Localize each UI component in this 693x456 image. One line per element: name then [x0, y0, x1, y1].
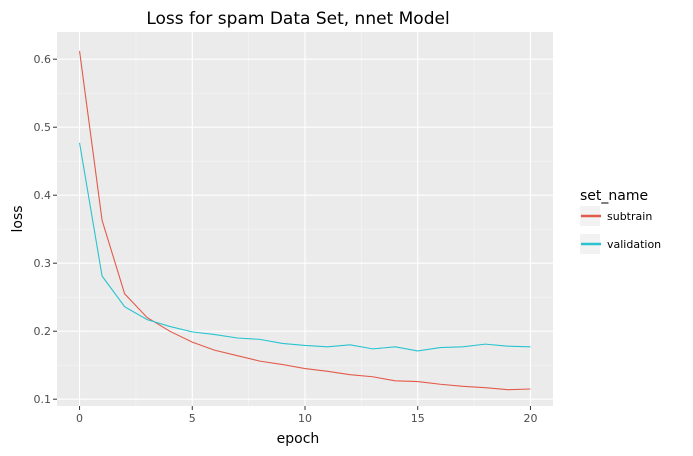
- y-tick-label: 0.2: [34, 325, 52, 338]
- y-tick-label: 0.1: [34, 393, 52, 406]
- y-tick-label: 0.3: [34, 257, 52, 270]
- x-axis-title: epoch: [277, 431, 320, 447]
- x-axis-ticks: 0 5 10 15 20: [76, 406, 537, 425]
- major-gridlines: [57, 32, 553, 406]
- legend-label-subtrain: subtrain: [607, 210, 652, 223]
- legend-title: set_name: [580, 188, 648, 204]
- x-tick-label: 10: [298, 412, 312, 425]
- legend: set_name subtrain validation: [580, 188, 661, 254]
- y-axis-title: loss: [10, 205, 26, 232]
- chart-title: Loss for spam Data Set, nnet Model: [146, 9, 449, 29]
- y-tick-label: 0.6: [34, 53, 52, 66]
- y-tick-label: 0.5: [34, 121, 52, 134]
- x-tick-label: 20: [523, 412, 537, 425]
- y-tick-label: 0.4: [34, 189, 52, 202]
- series-line-validation: [79, 142, 531, 352]
- x-tick-label: 0: [76, 412, 83, 425]
- series-lines: [79, 50, 531, 391]
- x-tick-label: 15: [411, 412, 425, 425]
- y-axis-ticks: 0.1 0.2 0.3 0.4 0.5 0.6: [34, 53, 57, 406]
- legend-label-validation: validation: [607, 238, 661, 251]
- x-tick-label: 5: [189, 412, 196, 425]
